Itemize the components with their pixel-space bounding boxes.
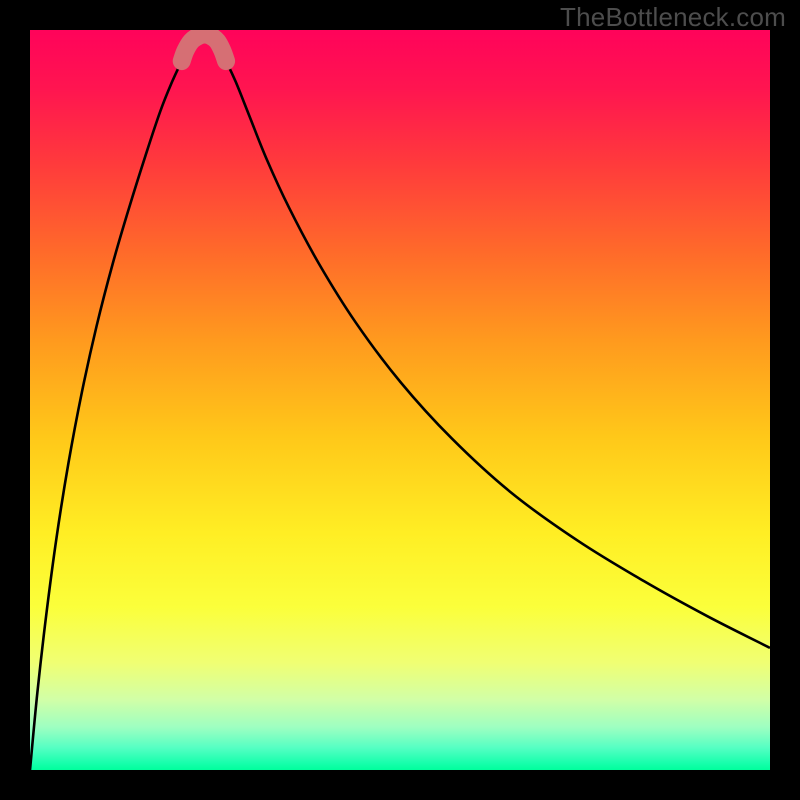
plot-area [30, 30, 770, 770]
trough-cap-left [174, 53, 190, 69]
curve-right-branch [226, 61, 770, 648]
chart-stage: TheBottleneck.com [0, 0, 800, 800]
trough-cap-right [218, 53, 234, 69]
watermark-text: TheBottleneck.com [560, 2, 786, 33]
curve-layer [30, 30, 770, 770]
curve-left-branch [30, 61, 182, 770]
